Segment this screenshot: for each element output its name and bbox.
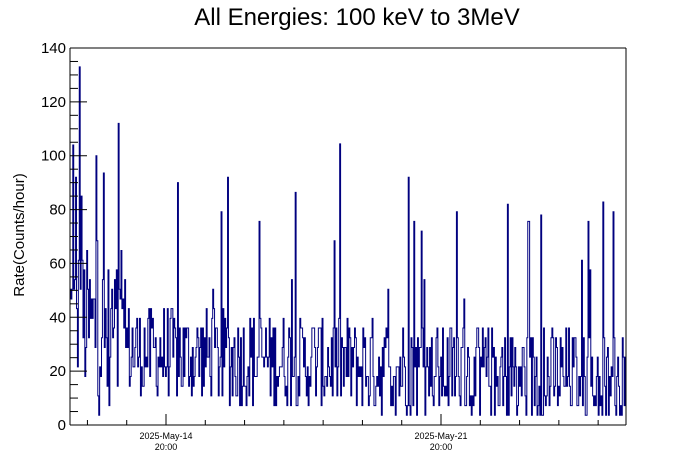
x-tick-date: 2025-May-21 (414, 431, 467, 441)
series-path (70, 66, 626, 416)
data-series-line (70, 66, 626, 416)
chart-title: All Energies: 100 keV to 3MeV (194, 4, 520, 31)
y-tick-label: 20 (49, 363, 66, 380)
y-tick-label: 100 (41, 148, 66, 165)
y-tick-label: 0 (58, 417, 66, 434)
x-tick-date: 2025-May-14 (139, 431, 192, 441)
y-tick-label: 60 (49, 255, 66, 272)
y-axis-label: Rate(Counts/hour) (11, 173, 28, 296)
y-tick-label: 140 (41, 40, 66, 57)
y-tick-label: 40 (49, 309, 66, 326)
y-tick-label: 120 (41, 94, 66, 111)
y-tick-label: 80 (49, 202, 66, 219)
x-tick-time: 20:00 (155, 442, 178, 452)
x-tick-time: 20:00 (430, 442, 453, 452)
y-axis-ticks: 0 20 40 60 80 100 120 140 (41, 40, 87, 434)
